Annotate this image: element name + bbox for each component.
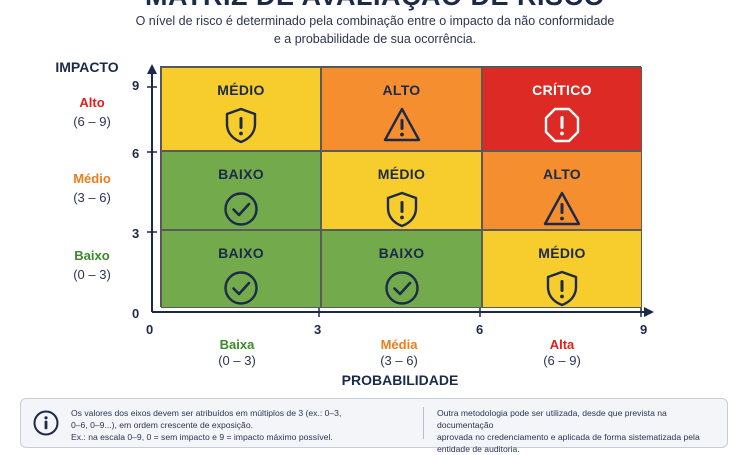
- footnote-left-line-2: 0–6, 0–9...), em ordem crescente de expo…: [71, 420, 254, 430]
- y-tick-0: 0: [132, 306, 140, 321]
- cell-impacto-medio-prob-baixa: BAIXO: [161, 151, 321, 230]
- subtitle: O nível de risco é determinado pela comb…: [0, 12, 750, 48]
- y-level-name: Alto: [79, 95, 105, 110]
- x-tick-9: 9: [640, 322, 648, 337]
- cell-impacto-alto-prob-alta: CRÍTICO: [482, 67, 642, 151]
- footnote-left-line-3: Ex.: na escala 0–9, 0 = sem impacto e 9 …: [71, 432, 333, 442]
- risk-level-label: ALTO: [382, 82, 421, 98]
- subtitle-line-1: O nível de risco é determinado pela comb…: [135, 14, 615, 28]
- info-icon: [33, 410, 59, 436]
- risk-level-label: BAIXO: [218, 245, 264, 261]
- x-level-range: (0 – 3): [218, 353, 256, 368]
- cell-impacto-alto-prob-media: ALTO: [321, 67, 482, 151]
- check-circle-icon: [222, 190, 260, 228]
- cell-impacto-medio-prob-alta: ALTO: [482, 151, 642, 230]
- cell-impacto-baixo-prob-media: BAIXO: [321, 230, 482, 308]
- cell-impacto-baixo-prob-baixa: BAIXO: [161, 230, 321, 308]
- y-level-range: (6 – 9): [73, 114, 111, 129]
- y-level-range: (0 – 3): [73, 267, 111, 282]
- check-circle-icon: [222, 269, 260, 307]
- y-tick-3: 3: [132, 226, 140, 241]
- x-level-baixa: Baixa (0 – 3): [177, 337, 297, 369]
- x-level-media: Média (3 – 6): [339, 337, 459, 369]
- check-circle-icon: [383, 269, 421, 307]
- page-title: MATRIZ DE AVALIAÇÃO DE RISCO: [0, 0, 750, 12]
- risk-level-label: ALTO: [542, 166, 581, 182]
- cell-impacto-alto-prob-baixa: MÉDIO: [161, 67, 321, 151]
- shield-warning-icon: [543, 269, 581, 307]
- x-level-range: (3 – 6): [380, 353, 418, 368]
- risk-matrix: MÉDIO ALTO CRÍTICO BAIXO MÉDIO ALTO BAIX…: [160, 66, 642, 308]
- x-level-name: Alta: [549, 337, 575, 352]
- footnote-right-line-3: entidade de auditoria.: [437, 444, 520, 454]
- y-tick-9: 9: [132, 78, 140, 93]
- x-axis-title: PROBABILIDADE: [341, 372, 459, 388]
- y-level-alto: Alto (6 – 9): [42, 93, 142, 131]
- x-tick-3: 3: [314, 322, 322, 337]
- cell-impacto-medio-prob-media: MÉDIO: [321, 151, 482, 230]
- y-level-medio: Médio (3 – 6): [42, 169, 142, 207]
- footnote-right-line-2: aprovada no credenciamento e aplicada de…: [437, 432, 700, 442]
- risk-level-label: MÉDIO: [538, 245, 586, 261]
- x-tick-6: 6: [476, 322, 484, 337]
- x-level-name: Baixa: [219, 337, 255, 352]
- y-level-name: Baixo: [74, 248, 110, 263]
- footnote-right: Outra metodologia pode ser utilizada, de…: [437, 407, 722, 455]
- triangle-warning-icon: [383, 106, 421, 144]
- y-tick-6: 6: [132, 146, 140, 161]
- risk-level-label: BAIXO: [378, 245, 425, 261]
- risk-level-label: MÉDIO: [217, 82, 265, 98]
- risk-level-label: CRÍTICO: [532, 82, 592, 98]
- x-tick-0: 0: [146, 322, 154, 337]
- y-axis-title: IMPACTO: [55, 59, 119, 75]
- octagon-warning-icon: [543, 106, 581, 144]
- subtitle-line-2: e a probabilidade de sua ocorrência.: [273, 32, 477, 46]
- triangle-warning-icon: [543, 190, 581, 228]
- footnote-left: Os valores dos eixos devem ser atribuído…: [71, 407, 401, 443]
- footnote-divider: [423, 407, 424, 439]
- risk-level-label: MÉDIO: [377, 166, 426, 182]
- y-level-baixo: Baixo (0 – 3): [42, 246, 142, 284]
- footnote-right-line-1: Outra metodologia pode ser utilizada, de…: [437, 408, 667, 430]
- risk-level-label: BAIXO: [218, 166, 264, 182]
- y-level-range: (3 – 6): [73, 190, 111, 205]
- footnote-left-line-1: Os valores dos eixos devem ser atribuído…: [71, 408, 342, 418]
- shield-warning-icon: [383, 190, 421, 228]
- x-level-range: (6 – 9): [543, 353, 581, 368]
- footnote-box: Os valores dos eixos devem ser atribuído…: [20, 398, 728, 454]
- x-level-alta: Alta (6 – 9): [502, 337, 622, 369]
- cell-impacto-baixo-prob-alta: MÉDIO: [482, 230, 642, 308]
- shield-warning-icon: [222, 106, 260, 144]
- matrix-axes: [147, 64, 654, 317]
- x-level-name: Média: [380, 337, 418, 352]
- y-level-name: Médio: [73, 171, 111, 186]
